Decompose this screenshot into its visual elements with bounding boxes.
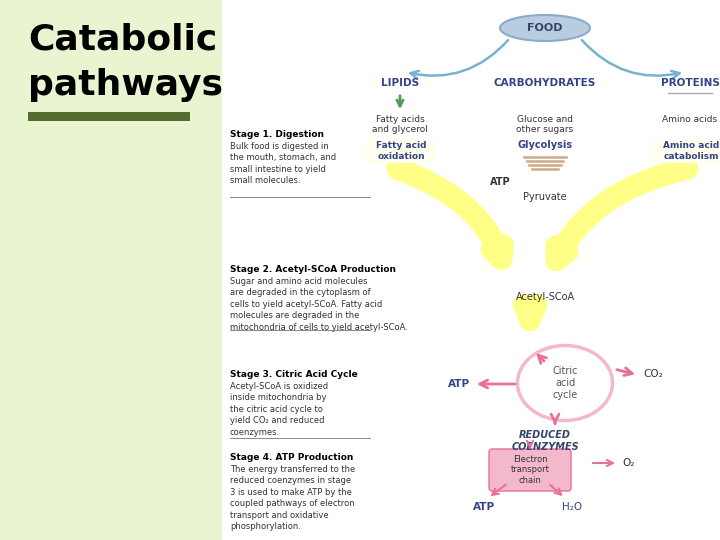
Ellipse shape <box>500 15 590 41</box>
Bar <box>222 0 720 540</box>
Text: ATP: ATP <box>448 379 470 389</box>
Text: Glycolysis: Glycolysis <box>518 140 572 150</box>
Text: pathways: pathways <box>28 68 223 102</box>
FancyBboxPatch shape <box>489 449 571 491</box>
Text: Catabolic: Catabolic <box>28 22 217 56</box>
Ellipse shape <box>518 346 613 421</box>
Text: Stage 4. ATP Production: Stage 4. ATP Production <box>230 453 354 462</box>
Text: LIPIDS: LIPIDS <box>381 78 419 88</box>
Bar <box>28 112 190 121</box>
Text: Pyruvate: Pyruvate <box>523 192 567 202</box>
Text: Amino acid
catabolism: Amino acid catabolism <box>663 141 719 161</box>
Text: CO₂: CO₂ <box>643 369 662 379</box>
Text: Acetyl-SCoA is oxidized
inside mitochondria by
the citric acid cycle to
yield CO: Acetyl-SCoA is oxidized inside mitochond… <box>230 382 328 437</box>
Bar <box>0 0 222 540</box>
Text: ATP: ATP <box>490 177 510 187</box>
Text: Citric
acid
cycle: Citric acid cycle <box>552 367 577 400</box>
FancyBboxPatch shape <box>366 139 436 163</box>
Text: H₂O: H₂O <box>562 502 582 512</box>
Text: Stage 2. Acetyl-SCoA Production: Stage 2. Acetyl-SCoA Production <box>230 265 396 274</box>
Text: Amino acids: Amino acids <box>662 115 718 124</box>
Text: Bulk food is digested in
the mouth, stomach, and
small intestine to yield
small : Bulk food is digested in the mouth, stom… <box>230 142 336 185</box>
Text: PROTEINS: PROTEINS <box>660 78 719 88</box>
Text: Fatty acids
and glycerol: Fatty acids and glycerol <box>372 115 428 134</box>
Text: FOOD: FOOD <box>527 23 563 33</box>
Text: Stage 3. Citric Acid Cycle: Stage 3. Citric Acid Cycle <box>230 370 358 379</box>
Text: Fatty acid
oxidation: Fatty acid oxidation <box>376 141 426 161</box>
Text: O₂: O₂ <box>622 458 634 468</box>
Text: Stage 1. Digestion: Stage 1. Digestion <box>230 130 324 139</box>
Text: Acetyl-SCoA: Acetyl-SCoA <box>516 292 575 302</box>
FancyBboxPatch shape <box>650 139 720 163</box>
Text: CARBOHYDRATES: CARBOHYDRATES <box>494 78 596 88</box>
Text: The energy transferred to the
reduced coenzymes in stage
3 is used to make ATP b: The energy transferred to the reduced co… <box>230 465 355 531</box>
Text: Sugar and amino acid molecules
are degraded in the cytoplasm of
cells to yield a: Sugar and amino acid molecules are degra… <box>230 277 408 332</box>
Text: REDUCED
COENZYMES: REDUCED COENZYMES <box>511 430 579 451</box>
Text: ATP: ATP <box>473 502 495 512</box>
Text: Electron
transport
chain: Electron transport chain <box>510 455 549 485</box>
Text: Glucose and
other sugars: Glucose and other sugars <box>516 115 574 134</box>
